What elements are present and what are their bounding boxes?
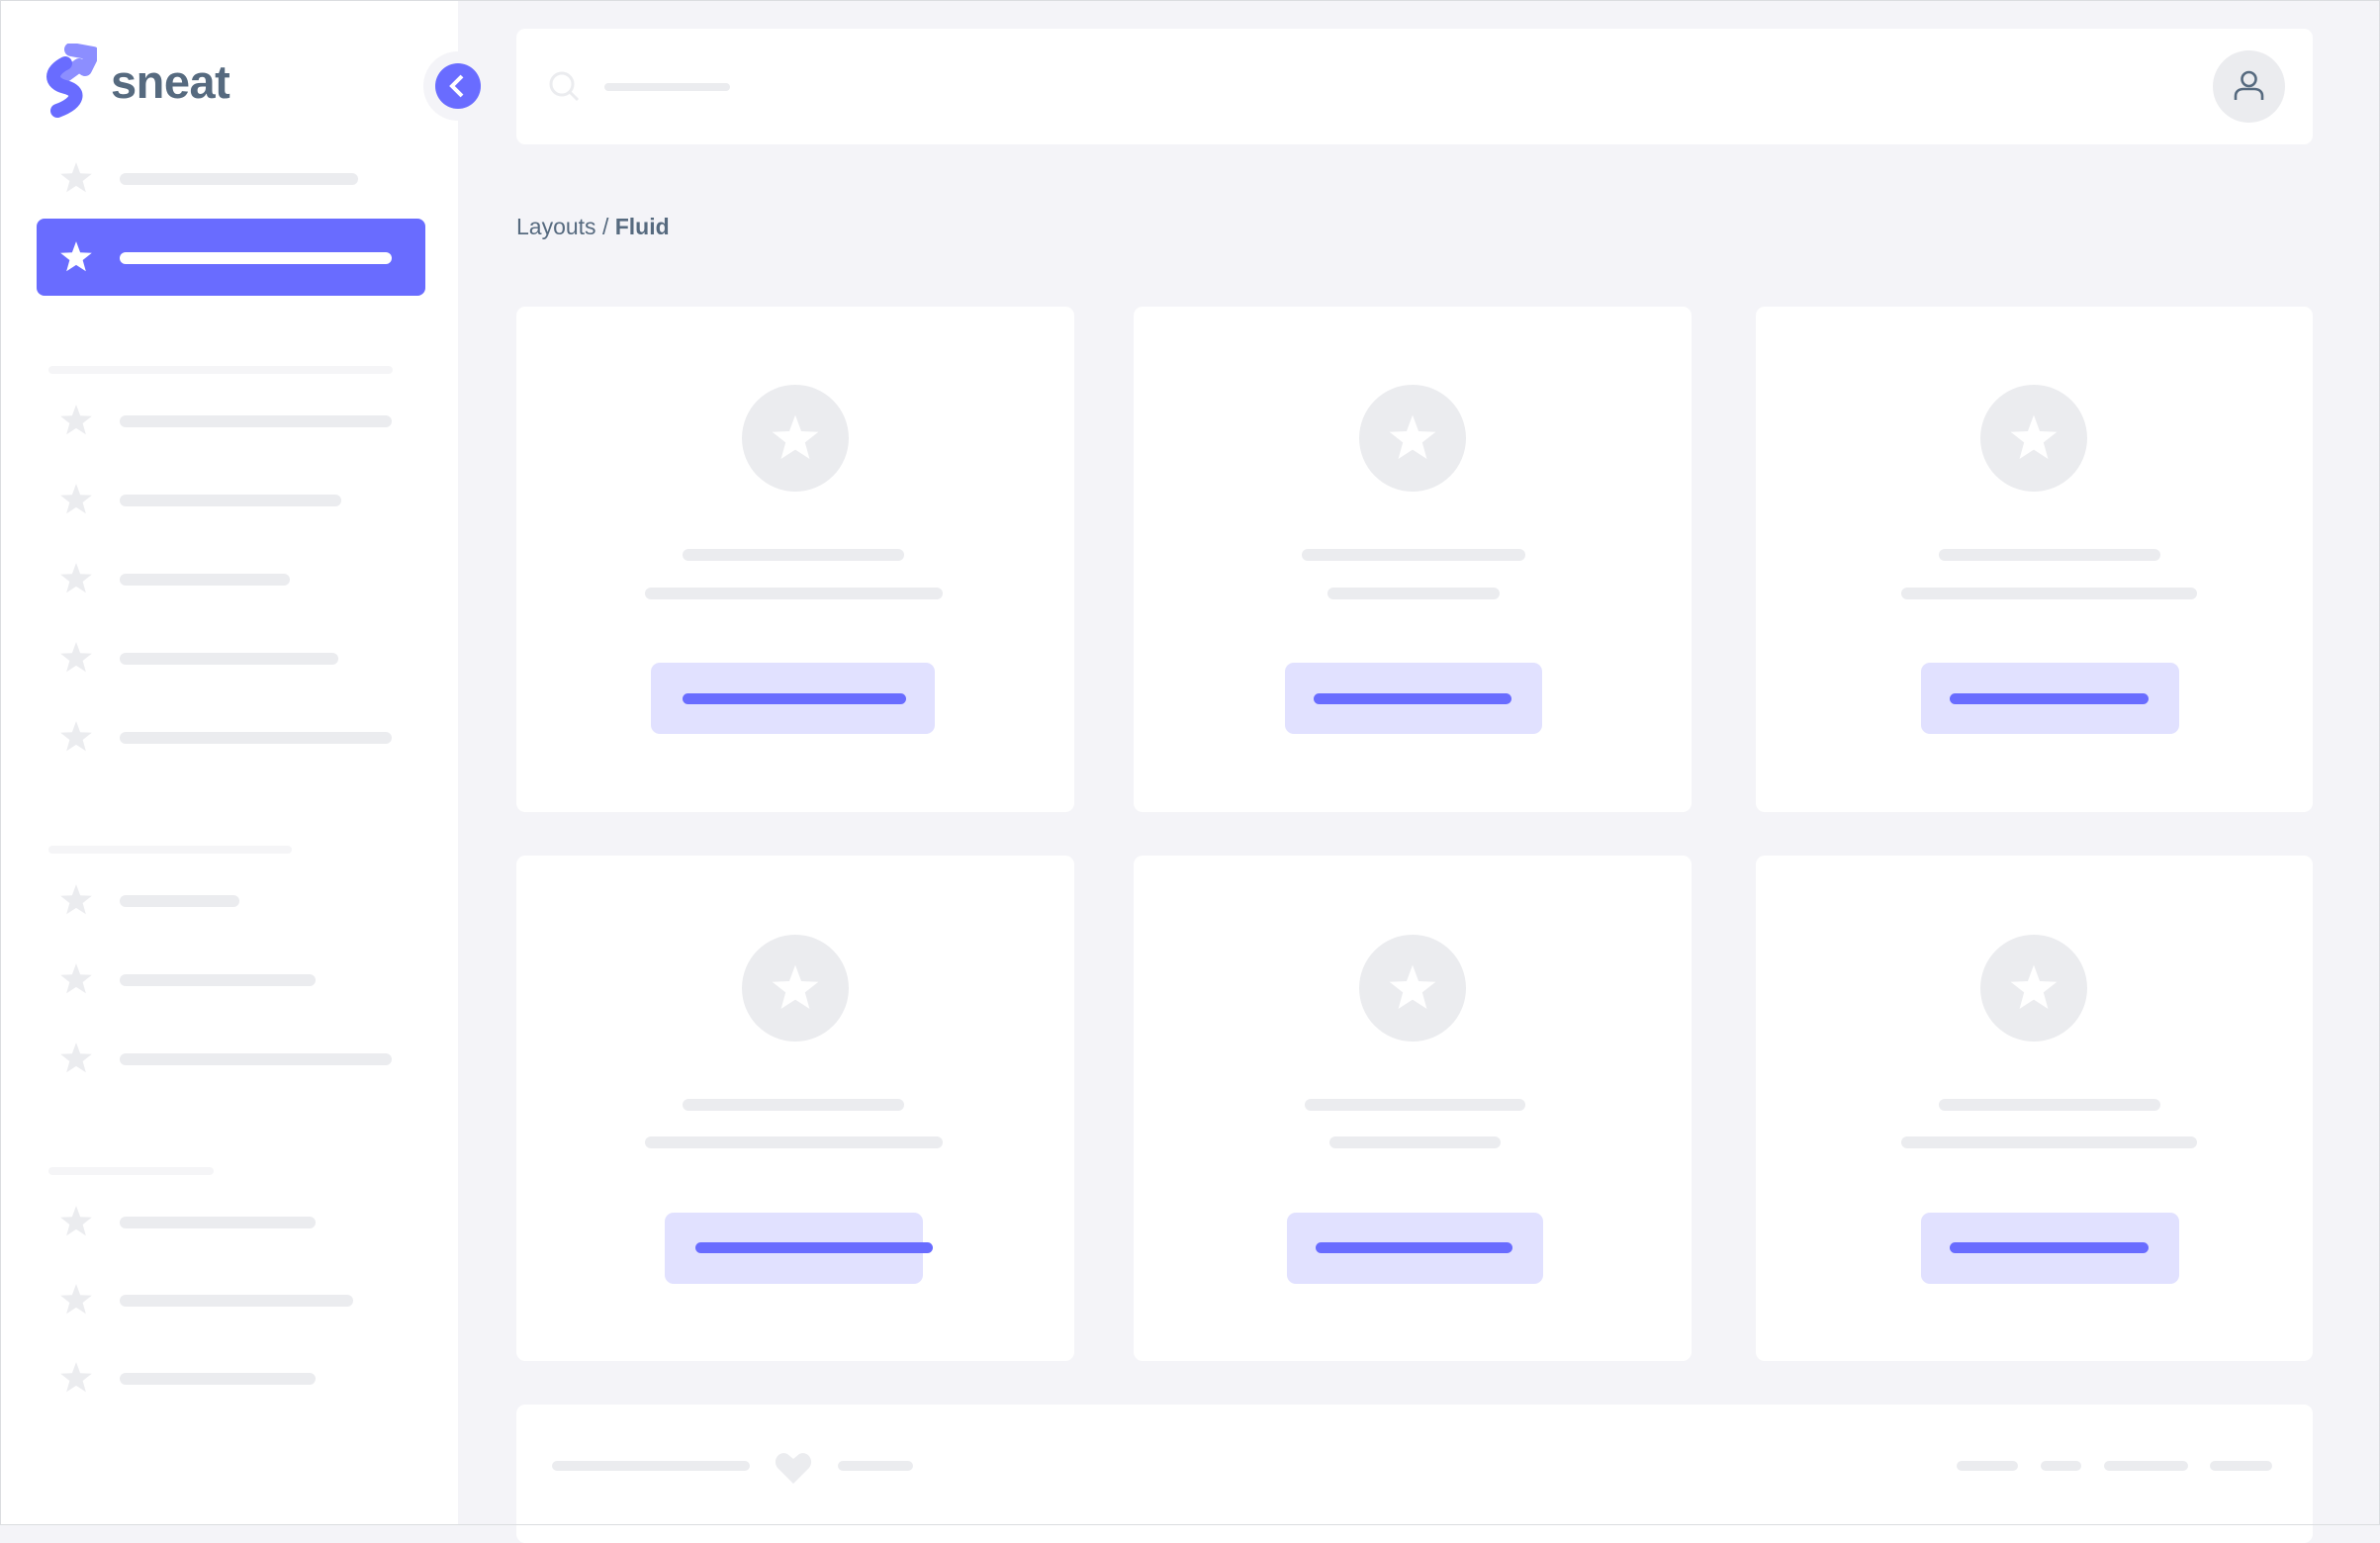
star-icon	[57, 159, 95, 197]
footer-link[interactable]	[2210, 1461, 2272, 1471]
star-icon	[768, 960, 823, 1021]
star-icon	[57, 1203, 95, 1240]
footer-link[interactable]	[2041, 1461, 2081, 1471]
star-icon	[2006, 960, 2061, 1021]
star-icon	[57, 881, 95, 919]
search-icon[interactable]	[548, 70, 582, 104]
breadcrumb-parent[interactable]: Layouts	[516, 214, 596, 239]
star-icon	[1385, 410, 1440, 471]
star-icon	[57, 1281, 95, 1318]
card-text	[644, 587, 943, 599]
sidebar: sneat	[0, 0, 458, 1525]
card-button[interactable]	[1921, 1212, 2179, 1284]
card-button-label	[1315, 1242, 1513, 1254]
card-title	[1305, 1098, 1525, 1111]
card-button-label	[683, 692, 906, 704]
search-input[interactable]	[604, 83, 730, 91]
sidebar-toggle[interactable]	[423, 51, 493, 121]
card-text	[1901, 587, 2198, 599]
footer-link[interactable]	[838, 1461, 913, 1471]
card-icon-circle	[1359, 934, 1467, 1042]
card-button[interactable]	[651, 663, 935, 735]
card-title	[683, 1098, 905, 1111]
sidebar-item[interactable]	[120, 895, 240, 908]
card-text	[1901, 1136, 2198, 1149]
sidebar-item[interactable]	[120, 652, 339, 665]
card-text	[1328, 1136, 1502, 1149]
star-icon	[768, 410, 823, 471]
sidebar-item[interactable]	[120, 415, 392, 428]
navbar	[516, 29, 2313, 144]
card	[1133, 306, 1693, 812]
star-icon	[57, 1359, 95, 1397]
sidebar-item[interactable]	[120, 495, 342, 507]
breadcrumb-separator: /	[601, 214, 609, 239]
card-button[interactable]	[1285, 663, 1542, 735]
breadcrumb-current: Fluid	[614, 214, 670, 239]
card-button[interactable]	[664, 1212, 934, 1284]
sidebar-item[interactable]	[120, 1373, 317, 1386]
card-text	[1327, 587, 1500, 599]
heart-icon	[775, 1453, 812, 1484]
sidebar-item[interactable]	[120, 731, 392, 744]
card	[1755, 856, 2313, 1361]
card-text	[644, 1136, 943, 1149]
card-icon-circle	[1980, 385, 2088, 493]
card-button[interactable]	[1286, 1212, 1544, 1284]
breadcrumb: Layouts / Fluid	[516, 214, 670, 240]
sidebar-item[interactable]	[120, 573, 290, 586]
logo[interactable]: sneat	[44, 44, 230, 119]
star-icon	[57, 960, 95, 998]
card-button[interactable]	[1921, 663, 2179, 735]
card-title	[1302, 549, 1525, 562]
card-icon-circle	[1980, 934, 2088, 1042]
card-button-label	[1950, 1242, 2150, 1254]
card-icon-circle	[741, 934, 849, 1042]
star-icon	[1385, 960, 1440, 1021]
sidebar-item[interactable]	[120, 1294, 354, 1307]
footer-text	[552, 1461, 750, 1471]
sidebar-item[interactable]	[120, 1052, 392, 1065]
avatar[interactable]	[2213, 50, 2285, 123]
sidebar-section-header	[48, 1167, 215, 1176]
star-icon	[57, 238, 95, 276]
card-title	[1939, 1098, 2161, 1111]
footer	[516, 1405, 2313, 1543]
chevron-left-icon	[449, 74, 464, 98]
card	[515, 856, 1075, 1361]
card-button-label	[1314, 692, 1511, 704]
sidebar-item[interactable]	[120, 251, 392, 264]
card-title	[1939, 549, 2161, 562]
sidebar-item[interactable]	[120, 1217, 317, 1229]
star-icon	[57, 402, 95, 439]
card-button-label	[1950, 692, 2150, 704]
star-icon	[57, 560, 95, 597]
star-icon	[57, 1040, 95, 1077]
sidebar-section-header	[48, 366, 394, 375]
card-button-label	[694, 1242, 934, 1254]
star-icon	[57, 481, 95, 518]
star-icon	[57, 639, 95, 677]
sidebar-item[interactable]	[120, 973, 317, 986]
card-icon-circle	[1359, 385, 1467, 493]
card-icon-circle	[741, 385, 849, 493]
sidebar-toggle-button[interactable]	[435, 63, 481, 109]
card	[1755, 306, 2313, 812]
sidebar-section-header	[48, 846, 292, 855]
card-title	[683, 549, 905, 562]
card	[515, 306, 1075, 812]
logo-icon	[46, 44, 97, 118]
user-icon	[2234, 70, 2264, 100]
star-icon	[57, 718, 95, 756]
sidebar-item[interactable]	[120, 173, 358, 185]
card	[1133, 856, 1693, 1361]
footer-link[interactable]	[2104, 1461, 2188, 1471]
footer-link[interactable]	[1957, 1461, 2018, 1471]
logo-text: sneat	[111, 54, 230, 108]
star-icon	[2006, 410, 2061, 471]
